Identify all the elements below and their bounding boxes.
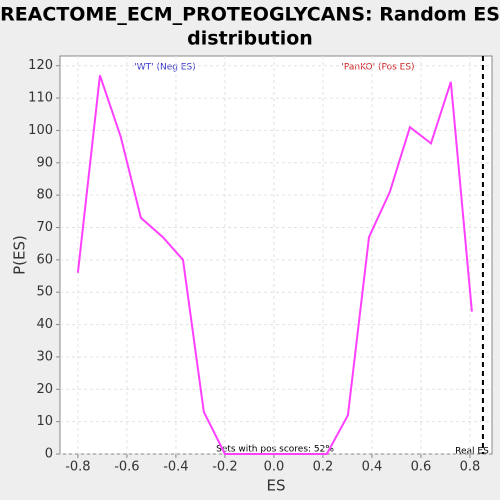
data-line bbox=[76, 75, 473, 455]
y-tick-label: 110 bbox=[28, 91, 53, 106]
x-tick-label: 0.4 bbox=[362, 460, 383, 475]
x-axis-label: ES bbox=[267, 477, 286, 495]
x-tick-label: -0.4 bbox=[163, 460, 188, 475]
plot-area bbox=[59, 55, 493, 455]
x-tick-label: -0.8 bbox=[65, 460, 90, 475]
annotation: 'PanKO' (Pos ES) bbox=[341, 63, 414, 73]
y-tick-label: 30 bbox=[36, 349, 53, 364]
chart-title: REACTOME_ECM_PROTEOGLYCANS: Random ES bbox=[0, 4, 500, 26]
y-tick-label: 80 bbox=[36, 188, 53, 203]
y-tick-label: 20 bbox=[36, 382, 53, 397]
x-tick-label: 0.0 bbox=[264, 460, 285, 475]
x-tick-label: -0.6 bbox=[114, 460, 139, 475]
annotation: Sets with pos scores: 52% bbox=[216, 445, 334, 455]
y-tick-label: 90 bbox=[36, 155, 53, 170]
chart-title: distribution bbox=[187, 28, 313, 50]
y-axis-label: P(ES) bbox=[11, 235, 29, 275]
y-tick-label: 70 bbox=[36, 220, 53, 235]
y-tick-label: 0 bbox=[45, 447, 53, 462]
y-tick-label: 50 bbox=[36, 285, 53, 300]
y-tick-label: 60 bbox=[36, 252, 53, 267]
x-tick-label: 0.2 bbox=[313, 460, 334, 475]
y-tick-label: 100 bbox=[28, 123, 53, 138]
x-tick-label: 0.6 bbox=[411, 460, 432, 475]
x-tick-label: 0.8 bbox=[460, 460, 481, 475]
annotation: 'WT' (Neg ES) bbox=[134, 63, 195, 73]
y-tick-label: 40 bbox=[36, 317, 53, 332]
x-tick-label: -0.2 bbox=[212, 460, 237, 475]
y-tick-label: 10 bbox=[36, 414, 53, 429]
y-tick-label: 120 bbox=[28, 58, 53, 73]
annotation: Real ES bbox=[455, 447, 489, 457]
